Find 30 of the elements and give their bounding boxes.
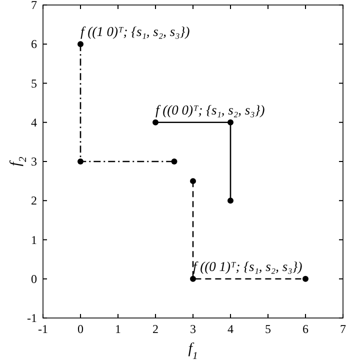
point [190,178,196,184]
point [190,276,196,282]
y-tick-label: 6 [31,37,37,52]
x-tick-label: 7 [340,322,346,336]
point [302,276,308,282]
annotation: f ((0 0)ᵀ; {s₁, s₂, s₃}) [156,102,266,118]
x-tick-label: 0 [78,322,84,336]
y-tick-label: 7 [31,0,37,12]
x-tick-label: 1 [115,322,121,336]
annotation: f ((1 0)ᵀ; {s₁, s₂, s₃}) [80,24,190,40]
point [171,158,178,164]
point [78,41,84,48]
annotation: f ((0 1)ᵀ; {s₁, s₂, s₃}) [193,258,303,274]
x-tick-label: 6 [302,322,308,336]
y-tick-label: -1 [27,311,37,325]
y-tick-label: 3 [31,154,37,168]
point [78,158,84,164]
y-tick-label: 2 [31,194,37,208]
x-tick-label: 5 [265,322,271,336]
y-tick-label: 0 [31,272,37,286]
x-tick-label: 3 [190,322,196,336]
y-tick-label: 4 [31,115,37,130]
point [228,119,234,126]
point [152,119,158,126]
y-tick-label: 5 [31,76,37,90]
point [228,198,234,204]
x-tick-label: 2 [152,322,158,336]
x-axis-title: f$_{1}$ [188,341,198,361]
x-tick-label: 4 [228,322,234,336]
y-tick-label: 1 [31,232,37,247]
